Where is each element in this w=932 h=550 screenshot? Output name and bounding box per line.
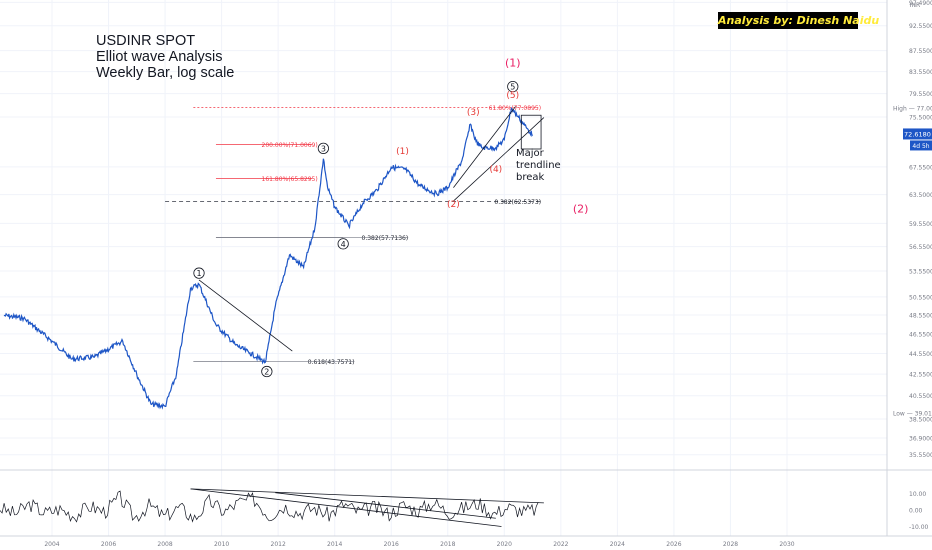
chart-title: USDINR SPOT Elliot wave Analysis Weekly … (96, 33, 234, 81)
trendlines (198, 106, 545, 352)
time-tick-label: 2004 (44, 541, 59, 548)
price-tick-label: 35.5500 (909, 452, 932, 459)
time-tick-label: 2030 (779, 541, 794, 548)
wave-labels: 1 2 3 4 5 (1) (2) (3) (4) (5) (1) (2) (193, 56, 589, 378)
fib-level-label: 0.382(57.7136) (362, 235, 409, 242)
time-tick-label: 2018 (440, 541, 455, 548)
oscillator-line (0, 490, 539, 523)
wave-circle (337, 238, 349, 250)
trendline-break-box (520, 114, 542, 150)
price-tick-label: 97.4900 (909, 0, 932, 7)
price-tick-label: 67.5500 (909, 164, 932, 171)
wave-circle (507, 80, 519, 93)
price-tick-label: 75.5000 (909, 115, 932, 122)
time-tick-label: 2010 (214, 541, 229, 548)
fib-level-label: 0.382(62.5373) (494, 199, 541, 206)
price-tick-label: 46.5500 (909, 331, 932, 338)
last-price-value: 72.6180 (904, 130, 931, 138)
price-tick-label: 92.5500 (909, 23, 932, 30)
price-tick-label: 48.5500 (909, 312, 932, 319)
wave-label-primary: 4 (341, 240, 346, 249)
wave-label-intermediate: (2) (447, 200, 460, 210)
last-price-badge (903, 128, 932, 140)
title-line-timeframe: Weekly Bar, log scale (96, 65, 235, 81)
wave-label-primary: 5 (510, 83, 515, 92)
oscillator-pane: 10.00 0.00 -10.00 (0, 488, 929, 531)
fibonacci-levels: 200.00%(71.0069) 161.80%(65.8295) 61.80%(7… (165, 105, 542, 366)
time-tick-label: 2028 (723, 541, 738, 548)
wave-label-intermediate: (4) (489, 165, 502, 175)
time-tick-label: 2020 (497, 541, 512, 548)
trendline-note-line: break (516, 172, 545, 183)
price-markers: High — 77.0080 Low — 39.0100 72.6180 4d 5h (893, 106, 932, 418)
wave-label-intermediate: (3) (467, 108, 480, 118)
price-tick-label: 50.5500 (909, 294, 932, 301)
time-tick-label: 2026 (666, 541, 681, 548)
oscillator-tick-label: -10.00 (909, 524, 929, 531)
grid-lines (0, 0, 932, 537)
time-tick-label: 2016 (384, 541, 399, 548)
wave-label-primary: 3 (321, 144, 326, 153)
price-tick-label: 53.5500 (909, 269, 932, 276)
wave-circle (261, 365, 273, 378)
price-tick-label: 87.5500 (909, 48, 932, 55)
price-tick-label: 63.5000 (909, 192, 932, 199)
wave-label-cycle: (2) (573, 203, 589, 216)
price-tick-label: 38.5000 (909, 417, 932, 424)
wave-label-primary: 1 (196, 269, 201, 278)
trendline-note-line: Major (516, 148, 544, 159)
price-tick-label: 36.9000 (909, 436, 932, 443)
wave-label-intermediate: (1) (396, 147, 409, 157)
fib-level-label: 200.00%(71.0069) (262, 142, 318, 149)
price-tick-label: 79.5500 (909, 91, 932, 98)
trendline-break-note: Major trendline break (516, 148, 561, 184)
author-badge: Analysis by: Dinesh Naidu (718, 12, 880, 29)
fib-level-label: 61.80%(77.0895) (489, 105, 541, 112)
high-marker-label: High — 77.0080 (893, 106, 932, 113)
wave-2-trendline (198, 279, 293, 352)
trendline-note-line: trendline (516, 160, 561, 171)
oscillator-trendline-upper (190, 488, 544, 504)
oscillator-tick-label: 10.00 (909, 491, 926, 498)
time-tick-label: 2024 (610, 541, 625, 548)
fib-level-label: 0.618(43.7571) (308, 359, 355, 366)
oscillator-trendline-inner (275, 492, 496, 519)
price-tick-label: 56.5500 (909, 244, 932, 251)
time-tick-label: 2006 (101, 541, 116, 548)
title-line-method: Elliot wave Analysis (96, 49, 223, 65)
upper-wedge-trendline (453, 106, 516, 188)
oscillator-trendline-lower (190, 488, 502, 527)
currency-label: INR (910, 2, 920, 9)
low-marker-label: Low — 39.0100 (893, 411, 932, 418)
wave-label-cycle: (1) (505, 56, 521, 69)
price-tick-label: 59.5500 (909, 221, 932, 228)
time-axis: 2004 2006 2008 2010 2012 2014 2016 2018 2020 2022… (44, 541, 794, 548)
time-tick-label: 2008 (157, 541, 172, 548)
time-tick-label: 2012 (271, 541, 286, 548)
price-tick-label: 40.5500 (909, 393, 932, 400)
wave-label-primary: 2 (264, 368, 269, 377)
price-tick-label: 83.5500 (909, 69, 932, 76)
fib-level-label: 161.80%(65.8295) (262, 176, 318, 183)
oscillator-tick-label: 0.00 (909, 508, 923, 515)
lower-wedge-trendline (453, 117, 545, 202)
price-tick-label: 42.5500 (909, 372, 932, 379)
wave-circle (193, 267, 205, 279)
title-line-symbol: USDINR SPOT (96, 33, 196, 49)
countdown-badge (910, 140, 932, 151)
price-tick-label: 44.5500 (909, 351, 932, 358)
time-tick-label: 2014 (327, 541, 342, 548)
price-series-line (3, 106, 534, 410)
wave-circle (317, 142, 329, 154)
countdown-value: 4d 5h (912, 143, 929, 150)
wave-label-intermediate: (5) (506, 91, 519, 101)
time-tick-label: 2022 (553, 541, 568, 548)
